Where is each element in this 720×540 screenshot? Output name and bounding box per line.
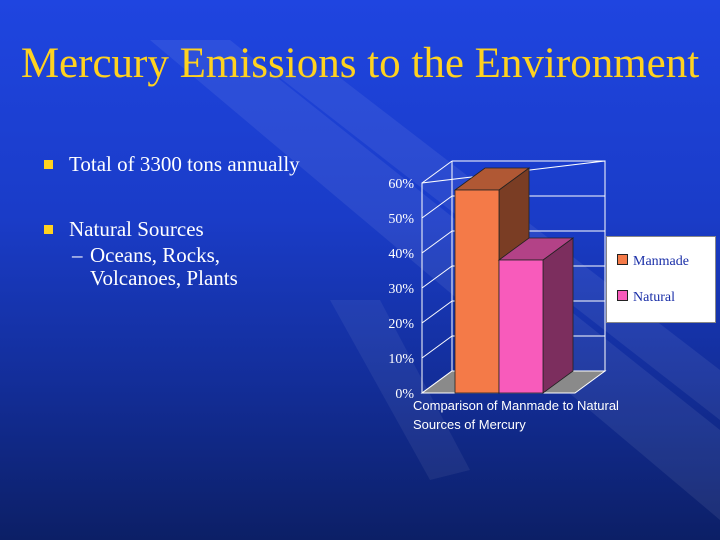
legend-label: Manmade (633, 254, 689, 269)
bullet-text: Natural Sources (69, 217, 204, 241)
bullet-item: Natural Sources (42, 217, 300, 241)
y-tick-label: 20% (388, 317, 414, 332)
bar-natural (498, 259, 544, 394)
gridline-side (421, 195, 453, 219)
legend-swatch-natural (617, 290, 628, 301)
chart-caption: Comparison of Manmade to Natural Sources… (413, 396, 703, 434)
bullet-marker (44, 225, 53, 234)
bar-side-natural (542, 237, 574, 394)
sub-bullet-line: Oceans, Rocks, (90, 243, 221, 267)
sub-bullet-line: Volcanoes, Plants (90, 266, 238, 290)
chart-legend: Manmade Natural (606, 236, 716, 323)
y-tick-label: 50% (388, 212, 414, 227)
legend-swatch-manmade (617, 254, 628, 265)
caption-line: Comparison of Manmade to Natural (413, 398, 619, 413)
gridline-side (421, 265, 453, 289)
bullet-item: Total of 3300 tons annually (42, 152, 300, 176)
bullet-marker (44, 160, 53, 169)
y-tick-label: 40% (388, 247, 414, 262)
y-tick-label: 30% (388, 282, 414, 297)
gridline-side (421, 160, 453, 184)
bullet-list: Total of 3300 tons annually Natural Sour… (42, 152, 300, 290)
bar-manmade (454, 189, 500, 394)
gridline-side (421, 230, 453, 254)
sub-bullet-item: – Oceans, Rocks, Volcanoes, Plants (42, 244, 300, 290)
gridline-side (421, 300, 453, 324)
slide-title: Mercury Emissions to the Environment (20, 40, 700, 87)
legend-item-natural: Natural (617, 290, 675, 306)
sub-bullet-marker: – (72, 243, 83, 267)
legend-label: Natural (633, 290, 675, 305)
gridline-side (421, 335, 453, 359)
y-tick-label: 0% (395, 387, 414, 402)
y-tick-label: 10% (388, 352, 414, 367)
bullet-text: Total of 3300 tons annually (69, 152, 300, 176)
caption-line: Sources of Mercury (413, 417, 526, 432)
y-tick-label: 60% (388, 177, 414, 192)
legend-item-manmade: Manmade (617, 254, 689, 270)
